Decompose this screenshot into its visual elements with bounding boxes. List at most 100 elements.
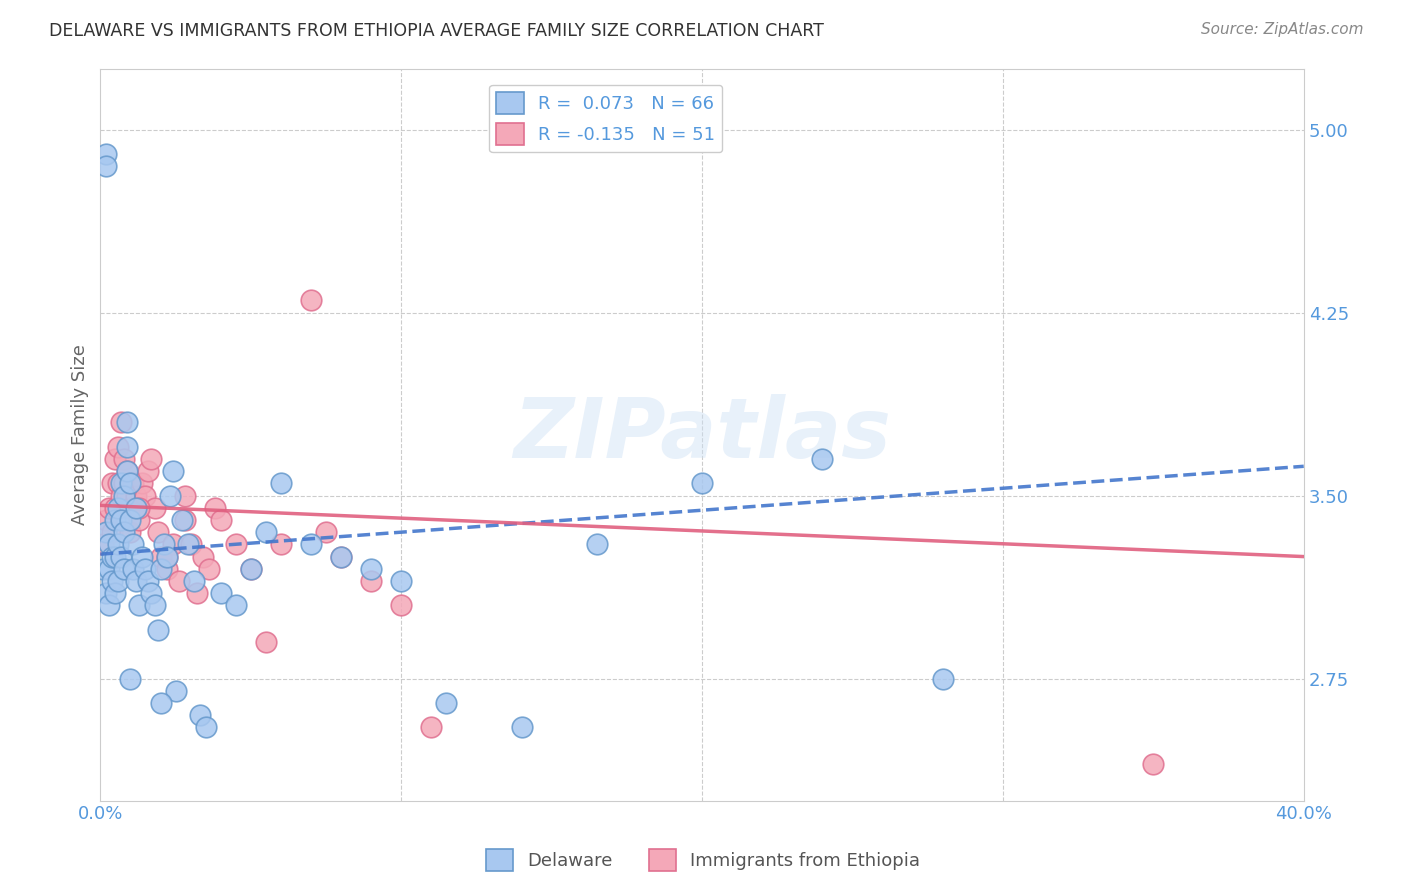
Point — [131, 476, 153, 491]
Point — [138, 464, 160, 478]
Point — [165, 683, 187, 698]
Point — [162, 464, 184, 478]
Point — [110, 489, 132, 503]
Point — [1142, 757, 1164, 772]
Point — [112, 489, 135, 503]
Point — [254, 635, 277, 649]
Point — [159, 489, 181, 503]
Point — [134, 489, 156, 503]
Point — [117, 464, 139, 478]
Point — [117, 416, 139, 430]
Point — [146, 623, 169, 637]
Point — [96, 586, 118, 600]
Point — [93, 537, 115, 551]
Point — [104, 549, 127, 564]
Point — [270, 537, 292, 551]
Point — [96, 513, 118, 527]
Point — [194, 720, 217, 734]
Point — [122, 537, 145, 551]
Point — [167, 574, 190, 588]
Point — [152, 537, 174, 551]
Point — [360, 574, 382, 588]
Point — [138, 574, 160, 588]
Point — [98, 599, 121, 613]
Text: ZIPatlas: ZIPatlas — [513, 394, 891, 475]
Point — [125, 489, 148, 503]
Point — [96, 147, 118, 161]
Point — [122, 476, 145, 491]
Point — [270, 476, 292, 491]
Point — [299, 293, 322, 308]
Point — [107, 500, 129, 515]
Point — [360, 562, 382, 576]
Point — [330, 549, 353, 564]
Point — [110, 416, 132, 430]
Point — [96, 525, 118, 540]
Point — [143, 500, 166, 515]
Point — [107, 574, 129, 588]
Point — [117, 489, 139, 503]
Point — [134, 562, 156, 576]
Point — [585, 537, 607, 551]
Point — [149, 696, 172, 710]
Point — [120, 525, 142, 540]
Point — [98, 537, 121, 551]
Text: DELAWARE VS IMMIGRANTS FROM ETHIOPIA AVERAGE FAMILY SIZE CORRELATION CHART: DELAWARE VS IMMIGRANTS FROM ETHIOPIA AVE… — [49, 22, 824, 40]
Point — [104, 452, 127, 467]
Point — [141, 586, 163, 600]
Point — [180, 537, 202, 551]
Point — [254, 525, 277, 540]
Point — [101, 549, 124, 564]
Point — [931, 672, 953, 686]
Point — [299, 537, 322, 551]
Point — [101, 525, 124, 540]
Point — [315, 525, 337, 540]
Point — [149, 549, 172, 564]
Point — [510, 720, 533, 734]
Point — [120, 500, 142, 515]
Point — [96, 159, 118, 173]
Legend: R =  0.073   N = 66, R = -0.135   N = 51: R = 0.073 N = 66, R = -0.135 N = 51 — [489, 85, 723, 153]
Point — [191, 549, 214, 564]
Point — [107, 537, 129, 551]
Point — [209, 586, 232, 600]
Point — [149, 562, 172, 576]
Point — [690, 476, 713, 491]
Point — [128, 500, 150, 515]
Point — [170, 513, 193, 527]
Text: Source: ZipAtlas.com: Source: ZipAtlas.com — [1201, 22, 1364, 37]
Point — [239, 562, 262, 576]
Point — [420, 720, 443, 734]
Point — [434, 696, 457, 710]
Point — [98, 500, 121, 515]
Point — [101, 574, 124, 588]
Point — [120, 476, 142, 491]
Point — [162, 537, 184, 551]
Point — [107, 476, 129, 491]
Point — [204, 500, 226, 515]
Point — [104, 513, 127, 527]
Point — [93, 562, 115, 576]
Point — [225, 537, 247, 551]
Point — [107, 440, 129, 454]
Point — [131, 549, 153, 564]
Point — [209, 513, 232, 527]
Point — [117, 440, 139, 454]
Point — [112, 562, 135, 576]
Point — [188, 708, 211, 723]
Point — [186, 586, 208, 600]
Point — [197, 562, 219, 576]
Point — [110, 476, 132, 491]
Point — [117, 464, 139, 478]
Point — [112, 525, 135, 540]
Point — [811, 452, 834, 467]
Point — [104, 500, 127, 515]
Point — [101, 476, 124, 491]
Point — [125, 574, 148, 588]
Point — [239, 562, 262, 576]
Point — [104, 586, 127, 600]
Point — [173, 489, 195, 503]
Point — [110, 549, 132, 564]
Point — [112, 452, 135, 467]
Point — [120, 513, 142, 527]
